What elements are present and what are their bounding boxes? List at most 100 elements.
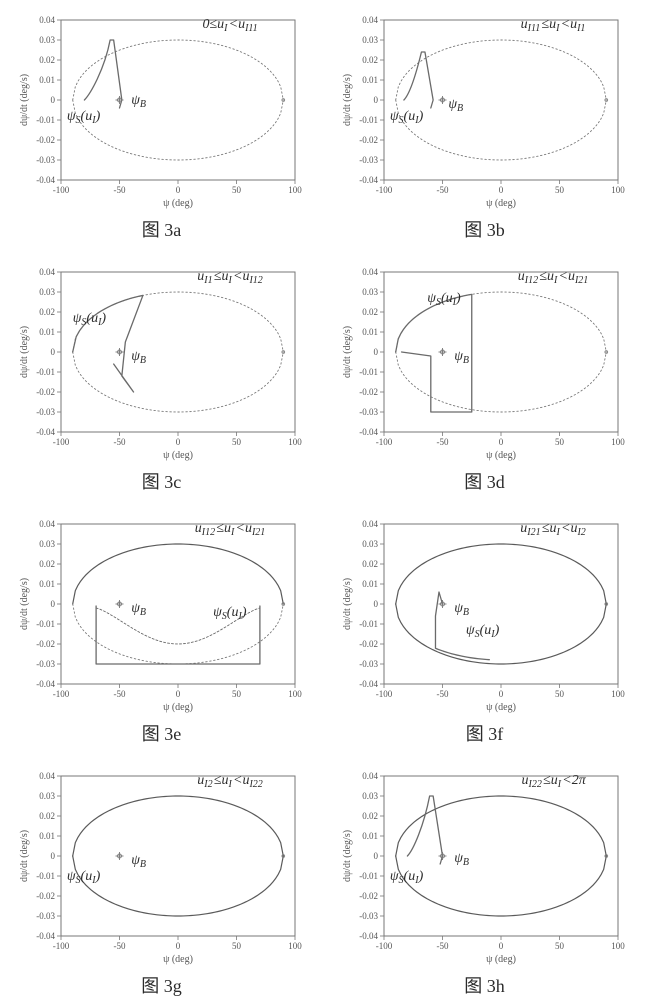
svg-text:ψS(uI): ψS(uI)	[72, 311, 106, 328]
svg-text:-0.04: -0.04	[36, 175, 55, 185]
svg-text:0.03: 0.03	[362, 791, 378, 801]
plot-container-f: -100-50050100-0.04-0.03-0.02-0.0100.010.…	[340, 514, 630, 714]
svg-text:-50: -50	[113, 185, 125, 195]
svg-text:-0.02: -0.02	[36, 387, 55, 397]
svg-text:ψB: ψB	[448, 97, 463, 114]
svg-text:50: 50	[555, 185, 565, 195]
phase-plot-d: -100-50050100-0.04-0.03-0.02-0.0100.010.…	[340, 262, 630, 462]
svg-text:0: 0	[50, 851, 55, 861]
svg-text:0: 0	[498, 689, 503, 699]
svg-text:dψ/dt (deg/s): dψ/dt (deg/s)	[19, 74, 30, 126]
panel-e: -100-50050100-0.04-0.03-0.02-0.0100.010.…	[10, 514, 313, 746]
plot-container-a: -100-50050100-0.04-0.03-0.02-0.0100.010.…	[17, 10, 307, 210]
phase-plot-h: -100-50050100-0.04-0.03-0.02-0.0100.010.…	[340, 766, 630, 966]
svg-text:100: 100	[288, 689, 302, 699]
panel-g: -100-50050100-0.04-0.03-0.02-0.0100.010.…	[10, 766, 313, 998]
page: -100 -50 0 50 100 -0.04 -0.03 -0.02 -0.01 0 0.01 0.…	[0, 0, 646, 1000]
svg-text:-0.02: -0.02	[36, 891, 55, 901]
svg-text:0: 0	[50, 347, 55, 357]
phase-plot-c: -100-50050100-0.04-0.03-0.02-0.0100.010.…	[17, 262, 307, 462]
svg-text:ψB: ψB	[454, 601, 469, 618]
svg-text:-0.01: -0.01	[359, 367, 378, 377]
panel-a: -100-50050100-0.04-0.03-0.02-0.0100.010.…	[10, 10, 313, 242]
caption-f: 图 3f	[466, 720, 504, 746]
svg-text:50: 50	[232, 941, 242, 951]
svg-text:-0.02: -0.02	[36, 135, 55, 145]
svg-text:ψ (deg): ψ (deg)	[486, 954, 516, 965]
svg-text:-50: -50	[436, 437, 448, 447]
svg-text:0.04: 0.04	[362, 15, 378, 25]
svg-text:-0.04: -0.04	[359, 427, 378, 437]
caption-c: 图 3c	[142, 468, 182, 494]
svg-text:0.02: 0.02	[362, 307, 378, 317]
caption-h: 图 3h	[464, 972, 505, 998]
svg-text:-100: -100	[52, 437, 69, 447]
svg-text:50: 50	[555, 689, 565, 699]
svg-text:-50: -50	[436, 689, 448, 699]
svg-text:0.01: 0.01	[39, 831, 55, 841]
plot-container-d: -100-50050100-0.04-0.03-0.02-0.0100.010.…	[340, 262, 630, 462]
panel-f: -100-50050100-0.04-0.03-0.02-0.0100.010.…	[333, 514, 636, 746]
phase-plot-f: -100-50050100-0.04-0.03-0.02-0.0100.010.…	[340, 514, 630, 714]
svg-text:0.02: 0.02	[39, 559, 55, 569]
svg-text:-0.04: -0.04	[359, 679, 378, 689]
caption-e: 图 3e	[142, 720, 182, 746]
svg-text:50: 50	[555, 941, 565, 951]
svg-text:dψ/dt (deg/s): dψ/dt (deg/s)	[19, 578, 30, 630]
svg-text:50: 50	[232, 185, 242, 195]
svg-text:-50: -50	[113, 437, 125, 447]
svg-text:0.02: 0.02	[362, 55, 378, 65]
svg-text:-50: -50	[113, 941, 125, 951]
svg-text:0.04: 0.04	[39, 15, 55, 25]
svg-text:ψ (deg): ψ (deg)	[486, 702, 516, 713]
svg-text:0: 0	[175, 941, 180, 951]
svg-text:-0.04: -0.04	[359, 175, 378, 185]
svg-text:ψ (deg): ψ (deg)	[486, 450, 516, 461]
phase-plot-g: -100-50050100-0.04-0.03-0.02-0.0100.010.…	[17, 766, 307, 966]
svg-text:ψ (deg): ψ (deg)	[486, 198, 516, 209]
svg-text:ψ (deg): ψ (deg)	[163, 198, 193, 209]
panel-b: -100-50050100-0.04-0.03-0.02-0.0100.010.…	[333, 10, 636, 242]
svg-text:0: 0	[373, 599, 378, 609]
svg-text:50: 50	[232, 689, 242, 699]
svg-text:50: 50	[555, 437, 565, 447]
svg-text:-0.01: -0.01	[36, 871, 55, 881]
svg-text:ψS(uI): ψS(uI)	[389, 109, 423, 126]
plot-container-c: -100-50050100-0.04-0.03-0.02-0.0100.010.…	[17, 262, 307, 462]
svg-text:-0.02: -0.02	[359, 387, 378, 397]
svg-text:ψB: ψB	[454, 349, 469, 366]
svg-text:0.01: 0.01	[362, 327, 378, 337]
svg-text:-0.04: -0.04	[36, 931, 55, 941]
svg-text:0.04: 0.04	[39, 267, 55, 277]
svg-text:dψ/dt (deg/s): dψ/dt (deg/s)	[342, 830, 353, 882]
svg-text:0: 0	[50, 95, 55, 105]
svg-text:dψ/dt (deg/s): dψ/dt (deg/s)	[19, 830, 30, 882]
svg-text:0: 0	[373, 347, 378, 357]
svg-text:-100: -100	[375, 437, 392, 447]
svg-text:0.01: 0.01	[362, 75, 378, 85]
svg-text:-100: -100	[52, 941, 69, 951]
svg-text:-0.02: -0.02	[359, 639, 378, 649]
svg-text:0.04: 0.04	[362, 519, 378, 529]
svg-text:0.01: 0.01	[39, 579, 55, 589]
svg-text:-0.01: -0.01	[359, 115, 378, 125]
svg-text:-0.03: -0.03	[359, 911, 378, 921]
svg-text:0: 0	[175, 185, 180, 195]
caption-d: 图 3d	[464, 468, 505, 494]
panel-d: -100-50050100-0.04-0.03-0.02-0.0100.010.…	[333, 262, 636, 494]
svg-text:0.04: 0.04	[39, 771, 55, 781]
svg-text:-0.03: -0.03	[359, 155, 378, 165]
svg-text:50: 50	[232, 437, 242, 447]
svg-text:-100: -100	[52, 185, 69, 195]
svg-text:0.02: 0.02	[39, 811, 55, 821]
svg-text:-0.03: -0.03	[359, 659, 378, 669]
svg-text:-100: -100	[52, 689, 69, 699]
svg-text:ψB: ψB	[131, 93, 146, 110]
svg-text:ψS(uI): ψS(uI)	[66, 869, 100, 886]
svg-text:ψB: ψB	[131, 349, 146, 366]
plot-container-b: -100-50050100-0.04-0.03-0.02-0.0100.010.…	[340, 10, 630, 210]
svg-text:ψS(uI): ψS(uI)	[427, 291, 461, 308]
svg-text:-0.03: -0.03	[36, 659, 55, 669]
svg-text:0.03: 0.03	[39, 287, 55, 297]
svg-text:ψB: ψB	[131, 853, 146, 870]
